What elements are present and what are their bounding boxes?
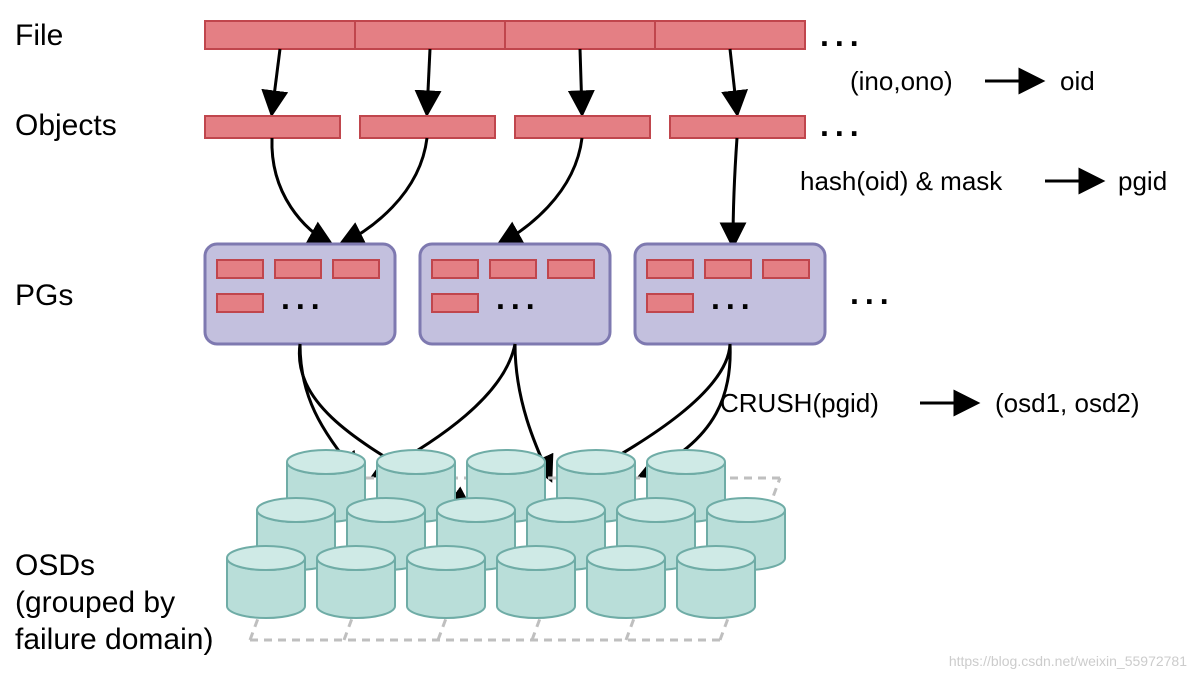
svg-text:hash(oid) & mask: hash(oid) & mask [800,166,1003,196]
svg-text:File: File [15,19,63,52]
arrow-file-to-object [580,49,582,112]
object-block [670,116,805,138]
svg-text:...: ... [820,107,865,143]
svg-text:...: ... [496,280,541,316]
svg-text:(osd1, osd2): (osd1, osd2) [995,388,1140,418]
svg-text:PGs: PGs [15,279,73,312]
svg-text:...: ... [711,280,756,316]
osd-cylinder [587,546,665,618]
pg-box: ... [635,244,825,344]
svg-text:oid: oid [1060,66,1095,96]
svg-text:failure domain): failure domain) [15,623,213,656]
osd-cylinder [677,546,755,618]
svg-text:pgid: pgid [1118,166,1167,196]
file-segment [205,21,355,49]
svg-text:Objects: Objects [15,109,117,142]
osd-cylinder [497,546,575,618]
svg-text:(grouped by: (grouped by [15,586,175,619]
svg-text:...: ... [281,280,326,316]
file-segment [355,21,505,49]
object-block [360,116,495,138]
svg-text:(ino,ono): (ino,ono) [850,66,953,96]
svg-text:OSDs: OSDs [15,549,95,582]
file-segment [655,21,805,49]
svg-text:https://blog.csdn.net/weixin_5: https://blog.csdn.net/weixin_55972781 [949,653,1187,669]
svg-text:...: ... [850,275,895,311]
object-block [515,116,650,138]
osd-cylinder [227,546,305,618]
object-block [205,116,340,138]
osd-cylinder [317,546,395,618]
svg-text:...: ... [820,17,865,53]
pg-box: ... [205,244,395,344]
svg-text:CRUSH(pgid): CRUSH(pgid) [720,388,879,418]
file-segment [505,21,655,49]
pg-box: ... [420,244,610,344]
osd-cylinder [407,546,485,618]
